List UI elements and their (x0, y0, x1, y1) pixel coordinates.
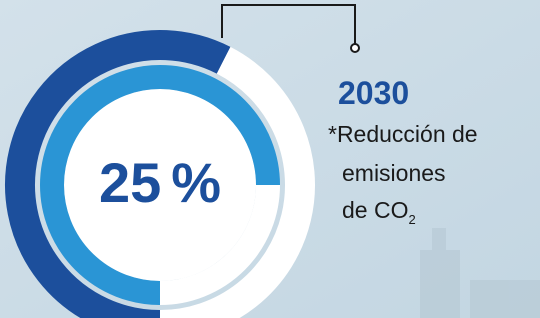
subscript: 2 (408, 212, 415, 227)
percentage-value: 25 (99, 151, 161, 214)
description-line: de CO2 (342, 197, 416, 227)
year: 2030 (338, 75, 409, 111)
description-text: de CO (342, 197, 408, 223)
description-line: *Reducción de (328, 121, 478, 147)
percentage: 25% (99, 151, 221, 214)
page: {"stat": {"value": 25, "unit": "%", "yea… (0, 0, 540, 318)
percentage-unit: % (171, 151, 221, 214)
connector-dot (351, 44, 359, 52)
description-line: emisiones (342, 160, 446, 186)
infographic: 25% 2030 *Reducción de emisiones de CO2 (0, 0, 540, 318)
